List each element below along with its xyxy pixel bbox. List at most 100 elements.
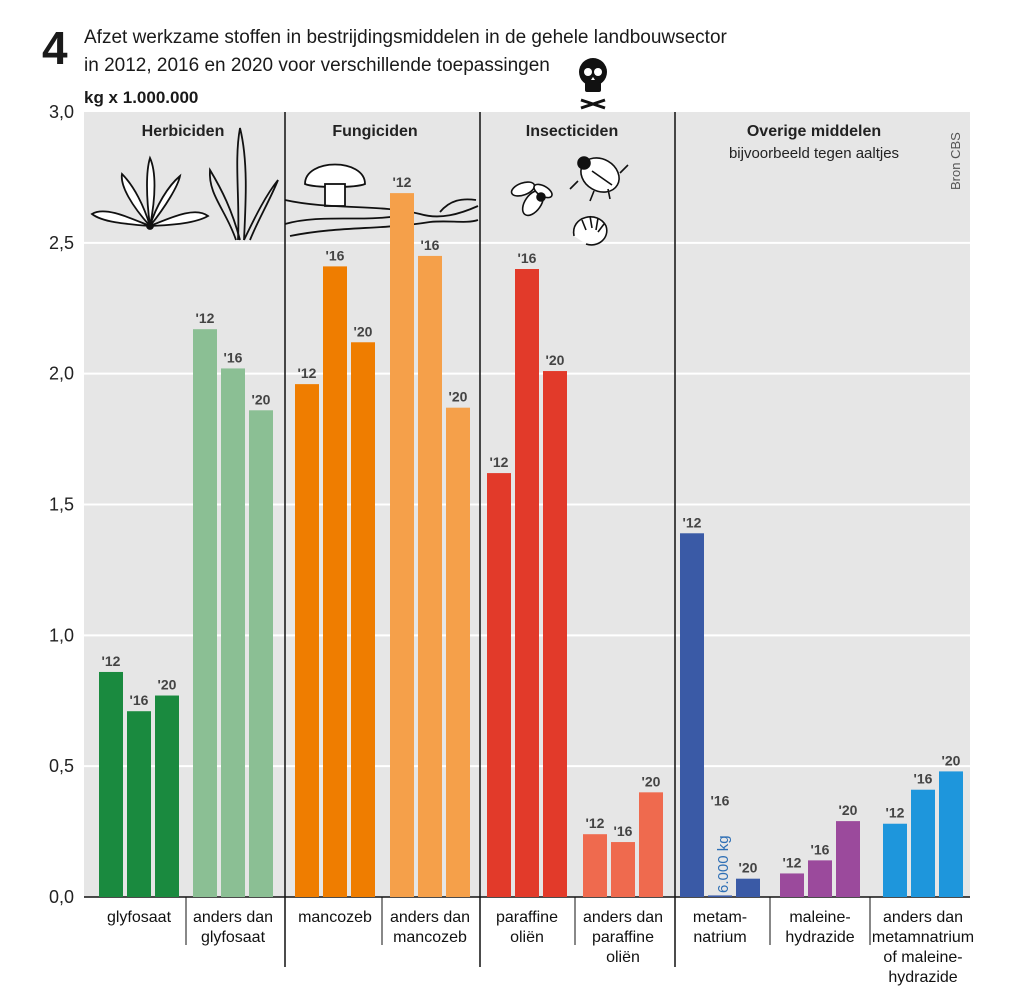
bar <box>515 269 539 897</box>
bar <box>680 533 704 897</box>
bar <box>221 368 245 897</box>
bar <box>911 789 935 897</box>
bar-year-label: '16 <box>518 250 537 266</box>
category-label: paraffine <box>496 909 558 926</box>
category-label: anders dan <box>390 909 470 926</box>
group-separators <box>185 112 871 967</box>
y-tick-label: 1,5 <box>49 495 74 515</box>
group-icons <box>90 127 629 246</box>
category-label: mancozeb <box>298 909 372 926</box>
group-title: Fungiciden <box>332 123 417 140</box>
bar <box>323 266 347 898</box>
y-axis-unit: kg x 1.000.000 <box>84 88 198 107</box>
y-axis-ticks: 0,0 0,5 1,0 1,5 2,0 2,5 3,0 <box>49 102 74 907</box>
bar-year-label: '20 <box>546 352 565 368</box>
y-tick-label: 1,0 <box>49 625 74 645</box>
bar-year-label: '20 <box>839 802 858 818</box>
category-label: metam- <box>693 909 747 926</box>
bar <box>639 792 663 897</box>
category-labels: glyfosaat anders dan glyfosaat mancozeb ande… <box>107 909 974 986</box>
bar-year-label: '16 <box>130 692 149 708</box>
category-label: paraffine <box>592 929 654 946</box>
category-label: oliën <box>510 929 544 946</box>
bar-year-label: '20 <box>158 677 177 693</box>
annotation-metamnatrium-16: 6.000 kg <box>715 835 732 893</box>
bar-year-label: '16 <box>711 792 730 808</box>
bar-year-label: '12 <box>298 365 317 381</box>
y-tick-label: 2,0 <box>49 364 74 384</box>
bar <box>487 473 511 897</box>
bar-year-label: '20 <box>739 860 758 876</box>
category-label: of maleine- <box>883 949 962 966</box>
category-label: oliën <box>606 949 640 966</box>
category-label: anders dan <box>583 909 663 926</box>
bar <box>836 821 860 897</box>
chart-title-line1: Afzet werkzame stoffen in bestrijdingsmi… <box>84 27 728 48</box>
y-tick-label: 0,0 <box>49 887 74 907</box>
bar <box>883 823 907 897</box>
bar-year-label: '12 <box>102 653 121 669</box>
bar-year-label: '16 <box>914 771 933 787</box>
bar-year-label: '12 <box>490 454 509 470</box>
bar-year-label: '16 <box>224 349 243 365</box>
category-label: maleine- <box>789 909 850 926</box>
bar <box>808 860 832 897</box>
bar-year-label: '16 <box>421 237 440 253</box>
figure-number: 4 <box>42 22 68 74</box>
bar <box>249 410 273 897</box>
category-label: glyfosaat <box>107 909 172 926</box>
y-tick-label: 0,5 <box>49 756 74 776</box>
category-label: hydrazide <box>888 969 957 986</box>
grass-icon <box>209 127 279 241</box>
bar <box>390 193 414 897</box>
dandelion-icon <box>90 155 210 230</box>
bar-year-label: '12 <box>393 174 412 190</box>
bar-year-label: '20 <box>252 391 271 407</box>
bar <box>736 878 760 897</box>
group-titles: Herbiciden Fungiciden Insecticiden Overige … <box>142 123 899 162</box>
bar-year-label: '12 <box>886 805 905 821</box>
bar-year-label: '20 <box>942 752 961 768</box>
skull-crossbones-icon <box>579 58 607 110</box>
bar <box>583 834 607 897</box>
category-label: anders dan <box>883 909 963 926</box>
group-title: Insecticiden <box>526 123 618 140</box>
bar <box>155 695 179 897</box>
bar <box>939 771 963 897</box>
beetle-icon <box>569 156 629 202</box>
mushroom-icon <box>304 163 366 207</box>
bar-year-label: '12 <box>683 514 702 530</box>
bar-year-label: '12 <box>196 310 215 326</box>
bars: '12 '16 '20 '12 '16 '20 '12 '16 '20 '12 '16 '20 '12 '… <box>99 174 963 898</box>
category-label: glyfosaat <box>201 929 266 946</box>
bar-year-label: '16 <box>614 823 633 839</box>
bar-year-label: '20 <box>354 323 373 339</box>
bar <box>780 873 804 897</box>
source-label: Bron CBS <box>948 132 963 190</box>
category-label: mancozeb <box>393 929 467 946</box>
bar-year-label: '12 <box>783 854 802 870</box>
bar <box>708 895 732 897</box>
larva-icon <box>572 215 608 246</box>
bar <box>418 255 442 897</box>
bar-year-label: '20 <box>449 389 468 405</box>
category-label: natrium <box>693 929 746 946</box>
bar <box>193 329 217 897</box>
category-label: anders dan <box>193 909 273 926</box>
group-subtitle: bijvoorbeeld tegen aaltjes <box>729 145 899 162</box>
bar <box>99 671 123 897</box>
bar <box>543 371 567 897</box>
chart-title-line2: in 2012, 2016 en 2020 voor verschillende… <box>84 55 550 76</box>
bar-year-label: '16 <box>811 841 830 857</box>
group-title: Overige middelen <box>747 123 881 140</box>
bar <box>351 342 375 897</box>
bar <box>127 711 151 897</box>
bar-year-label: '20 <box>642 773 661 789</box>
bar-year-label: '12 <box>586 815 605 831</box>
y-tick-label: 2,5 <box>49 233 74 253</box>
bar <box>446 407 470 897</box>
category-label: hydrazide <box>785 929 854 946</box>
category-label: metamnatrium <box>872 929 974 946</box>
